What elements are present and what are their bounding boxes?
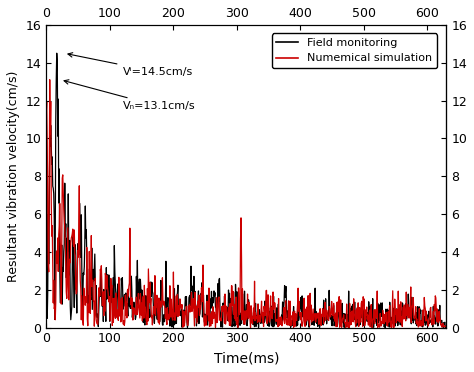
- Numemical simulation: [444, 325, 449, 329]
- Y-axis label: Resultant vibration velocity(cm/s): Resultant vibration velocity(cm/s): [7, 71, 20, 282]
- Field monitoring: [287, 320, 292, 325]
- Numemical simulation: [391, 326, 397, 330]
- Field monitoring: [54, 51, 60, 55]
- Line: Field monitoring: Field monitoring: [46, 53, 447, 328]
- Text: Vⁱ=14.5cm/s: Vⁱ=14.5cm/s: [68, 53, 193, 77]
- Field monitoring: [68, 311, 74, 315]
- Field monitoring: [347, 322, 353, 326]
- Numemical simulation: [287, 323, 292, 327]
- X-axis label: Time(ms): Time(ms): [213, 351, 279, 365]
- Field monitoring: [440, 326, 446, 330]
- Field monitoring: [388, 315, 394, 320]
- Field monitoring: [44, 267, 49, 272]
- Field monitoring: [299, 310, 304, 314]
- Numemical simulation: [47, 77, 53, 82]
- Field monitoring: [276, 319, 282, 323]
- Text: Vₙ=13.1cm/s: Vₙ=13.1cm/s: [64, 80, 195, 111]
- Field monitoring: [444, 324, 449, 329]
- Numemical simulation: [347, 323, 353, 327]
- Numemical simulation: [276, 323, 282, 328]
- Legend: Field monitoring, Numemical simulation: Field monitoring, Numemical simulation: [272, 33, 437, 68]
- Numemical simulation: [299, 321, 304, 326]
- Line: Numemical simulation: Numemical simulation: [46, 80, 447, 328]
- Numemical simulation: [388, 319, 394, 324]
- Numemical simulation: [44, 111, 49, 115]
- Numemical simulation: [68, 236, 74, 240]
